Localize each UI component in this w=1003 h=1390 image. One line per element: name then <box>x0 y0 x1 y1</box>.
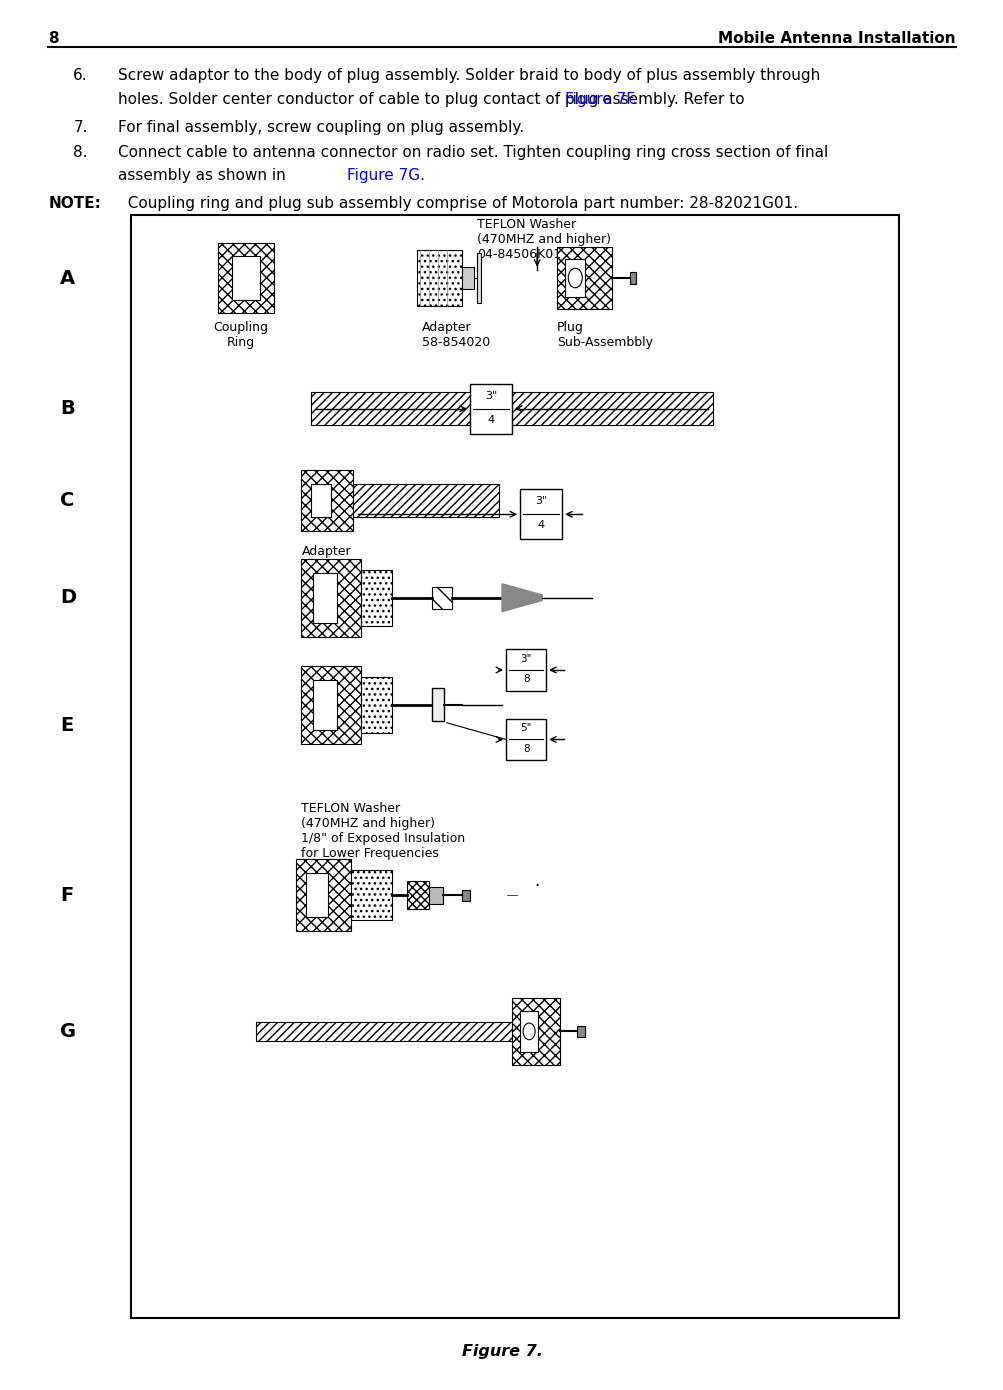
Bar <box>256 1022 547 1041</box>
Text: assembly as shown in: assembly as shown in <box>118 168 296 183</box>
Text: TEFLON Washer
(470MHZ and higher)
1/8" of Exposed Insulation
for Lower Frequenci: TEFLON Washer (470MHZ and higher) 1/8" o… <box>301 802 464 860</box>
Bar <box>406 881 428 909</box>
Bar <box>313 680 337 730</box>
Bar <box>361 677 391 733</box>
Bar <box>461 267 473 289</box>
Text: 8.: 8. <box>73 145 87 160</box>
Text: F: F <box>60 885 73 905</box>
Text: B: B <box>60 399 75 418</box>
Bar <box>296 859 351 931</box>
Bar <box>461 890 469 901</box>
Bar <box>520 489 562 539</box>
Text: Adapter: Adapter <box>301 545 351 557</box>
Bar <box>512 998 560 1065</box>
Text: 8: 8 <box>523 674 529 684</box>
Text: Mobile Antenna Installation: Mobile Antenna Installation <box>717 31 955 46</box>
Text: 8: 8 <box>48 31 59 46</box>
Bar <box>351 870 391 920</box>
Text: Connect cable to antenna connector on radio set. Tighten coupling ring cross sec: Connect cable to antenna connector on ra… <box>118 145 827 160</box>
Bar <box>311 392 712 425</box>
Bar <box>431 688 443 721</box>
Text: D: D <box>60 588 76 607</box>
Text: holes. Solder center conductor of cable to plug contact of plug assembly. Refer : holes. Solder center conductor of cable … <box>118 92 754 107</box>
Text: Coupling ring and plug sub assembly comprise of Motorola part number: 28-82021G0: Coupling ring and plug sub assembly comp… <box>118 196 797 211</box>
Bar <box>311 484 331 517</box>
Text: 3": 3" <box>535 496 547 506</box>
Bar <box>313 573 337 623</box>
Bar <box>476 253 480 303</box>
Bar <box>557 247 612 309</box>
Bar <box>301 666 361 744</box>
Bar <box>565 259 585 297</box>
Text: Adapter
58-854020: Adapter 58-854020 <box>421 321 489 349</box>
Bar <box>219 243 273 313</box>
Bar <box>130 215 898 1318</box>
Text: 3": 3" <box>520 653 532 663</box>
Text: Plug
Sub-Assembbly: Plug Sub-Assembbly <box>557 321 653 349</box>
Text: G: G <box>60 1022 76 1041</box>
Bar <box>416 250 461 306</box>
Bar <box>469 384 512 434</box>
Text: 5": 5" <box>520 723 532 733</box>
Bar <box>301 559 361 637</box>
Bar <box>577 1026 585 1037</box>
Polygon shape <box>502 584 542 612</box>
Ellipse shape <box>568 268 582 288</box>
Bar <box>629 272 635 284</box>
Text: C: C <box>60 491 74 510</box>
Text: Screw adaptor to the body of plug assembly. Solder braid to body of plus assembl: Screw adaptor to the body of plug assemb… <box>118 68 819 83</box>
Ellipse shape <box>523 1023 535 1040</box>
Bar <box>428 887 442 904</box>
Bar <box>353 484 498 517</box>
Text: 7.: 7. <box>73 120 87 135</box>
Bar <box>506 649 546 691</box>
Text: Figure 7.: Figure 7. <box>461 1344 542 1359</box>
Bar <box>361 570 391 626</box>
Bar <box>301 470 353 531</box>
Text: .: . <box>534 873 540 890</box>
Text: NOTE:: NOTE: <box>48 196 101 211</box>
Text: 4: 4 <box>486 414 494 425</box>
Text: TEFLON Washer
(470MHZ and higher)
04-84506K01: TEFLON Washer (470MHZ and higher) 04-845… <box>476 218 610 261</box>
Bar <box>232 256 260 300</box>
Text: Figure 7F.: Figure 7F. <box>565 92 637 107</box>
Bar <box>306 873 328 917</box>
Text: For final assembly, screw coupling on plug assembly.: For final assembly, screw coupling on pl… <box>118 120 525 135</box>
Text: 6.: 6. <box>73 68 88 83</box>
Text: Figure 7G.: Figure 7G. <box>347 168 425 183</box>
Bar <box>431 587 451 609</box>
Text: E: E <box>60 716 73 735</box>
Text: 8: 8 <box>523 744 529 753</box>
Text: 3": 3" <box>484 391 496 402</box>
Text: Coupling
Ring: Coupling Ring <box>214 321 268 349</box>
Text: A: A <box>60 268 75 288</box>
Text: 4: 4 <box>537 520 545 531</box>
Bar <box>520 1011 538 1052</box>
Bar <box>506 719 546 760</box>
